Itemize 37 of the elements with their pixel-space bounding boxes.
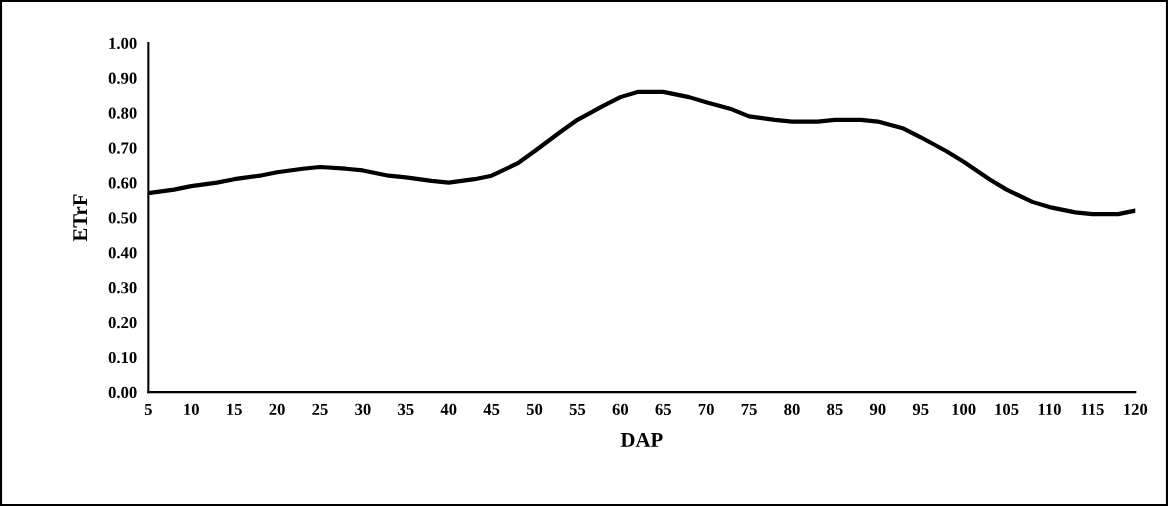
- y-tick-label: 0.50: [108, 212, 137, 224]
- x-tick-label: 30: [355, 403, 371, 415]
- x-tick-label: 95: [912, 403, 929, 415]
- x-tick-label: 5: [144, 403, 152, 415]
- y-tick-label: 1.00: [109, 37, 137, 50]
- y-tick-label: 0.20: [108, 317, 137, 329]
- x-tick-label: 100: [952, 403, 976, 415]
- y-tick-label: 0.80: [108, 107, 137, 119]
- x-tick-label: 20: [269, 403, 285, 415]
- y-tick-label: 0.60: [108, 177, 137, 189]
- x-tick-label: 25: [312, 403, 328, 415]
- x-tick-label: 90: [869, 403, 886, 415]
- x-tick-label: 75: [741, 403, 757, 415]
- x-tick-label: 110: [1038, 403, 1061, 415]
- x-tick-label: 35: [398, 403, 414, 415]
- x-tick-label: 50: [526, 403, 543, 415]
- y-tick-label: 0.70: [108, 142, 137, 154]
- x-tick-label: 105: [995, 403, 1019, 415]
- x-tick-label: 80: [784, 403, 800, 415]
- x-tick-label: 45: [483, 403, 500, 415]
- x-tick-label: 115: [1081, 403, 1104, 415]
- y-tick-label: 0.00: [108, 386, 137, 399]
- x-tick-label: 85: [827, 403, 843, 415]
- x-tick-label: 120: [1124, 403, 1148, 415]
- x-tick-label: 70: [698, 403, 714, 415]
- x-tick-label: 55: [569, 403, 586, 415]
- x-tick-label: 10: [184, 403, 199, 415]
- y-tick-label: 0.90: [108, 72, 137, 84]
- x-tick-label: 40: [440, 403, 457, 415]
- y-axis-title: ETrF: [73, 194, 87, 242]
- x-tick-label: 15: [227, 403, 242, 415]
- y-tick-label: 0.30: [108, 282, 137, 294]
- x-tick-label: 60: [612, 403, 629, 415]
- y-tick-label: 0.10: [108, 351, 137, 364]
- x-axis-title: DAP: [620, 432, 663, 447]
- x-tick-label: 65: [655, 403, 671, 415]
- y-tick-label: 0.40: [108, 247, 137, 259]
